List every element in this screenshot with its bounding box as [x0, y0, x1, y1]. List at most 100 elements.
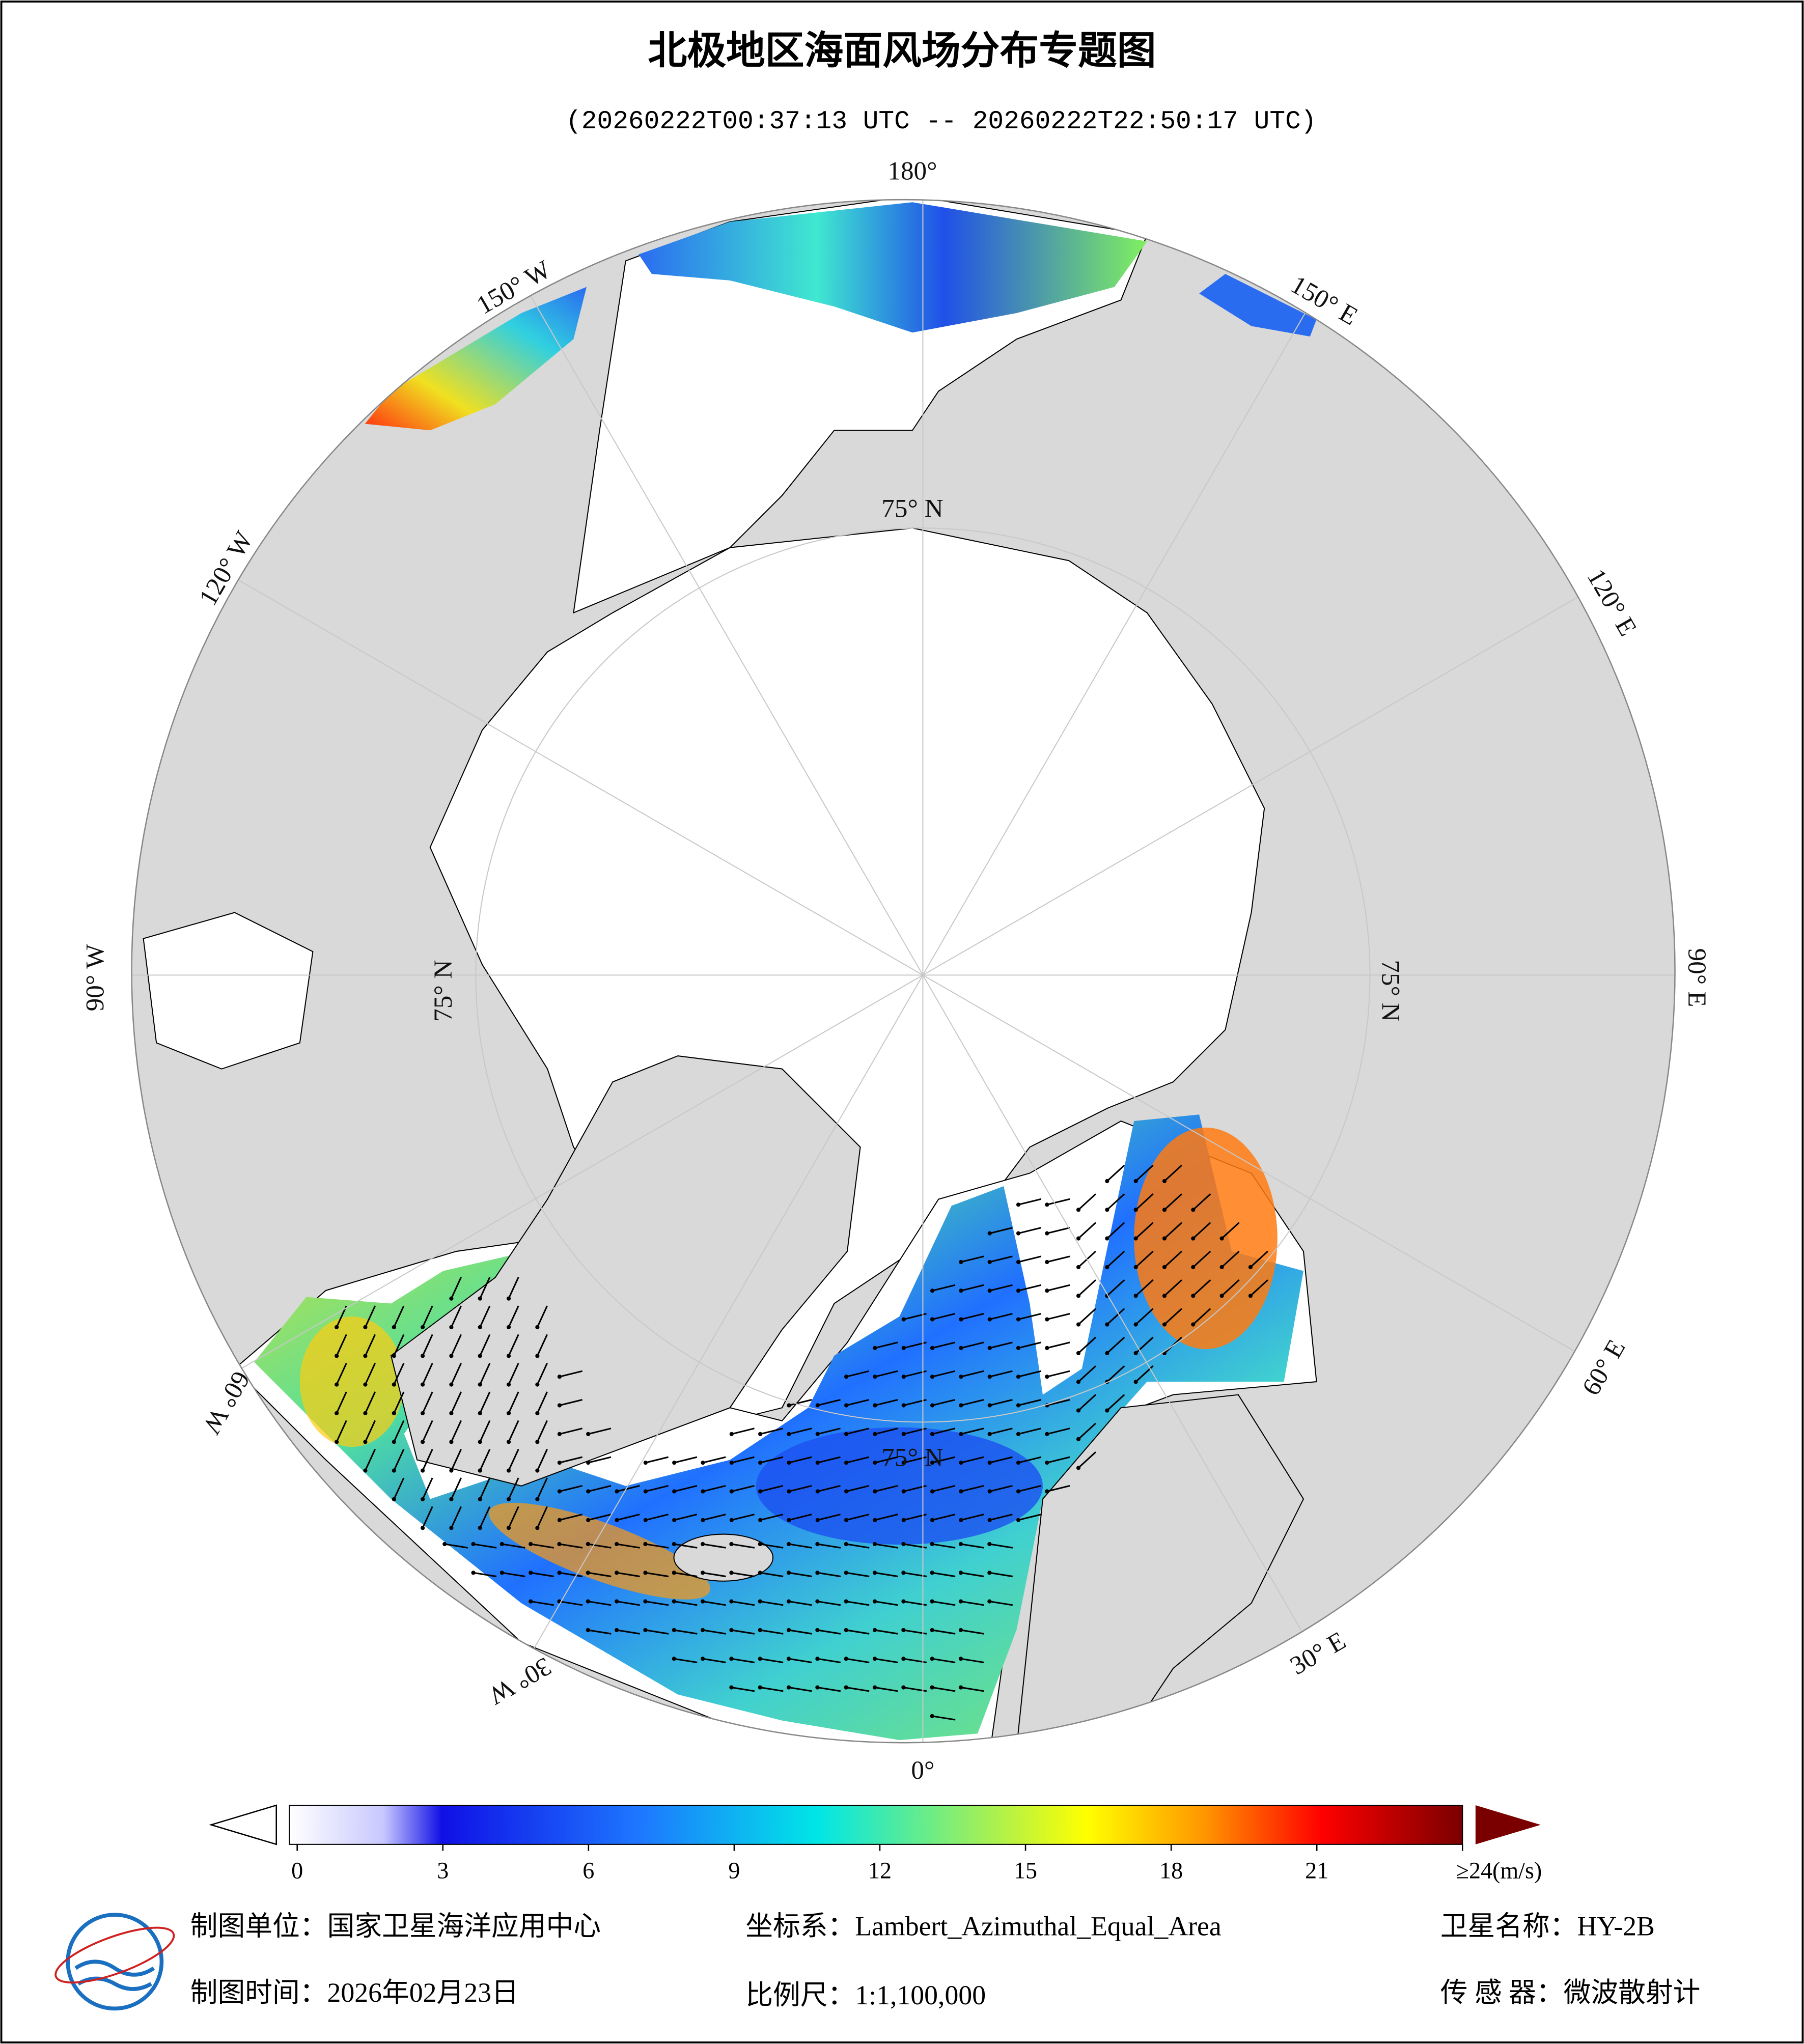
- wind-arrow-head: [1133, 1294, 1138, 1298]
- colorbar-over: [1475, 1805, 1541, 1844]
- wind-arrow: [989, 1284, 1013, 1292]
- wind-arrow-head: [586, 1489, 591, 1494]
- wind-arrow: [875, 1341, 898, 1349]
- wind-arrow-head: [643, 1599, 648, 1604]
- wind-arrow-head: [844, 1628, 848, 1633]
- wind-arrow: [559, 1427, 583, 1435]
- wind-arrow-head: [1133, 1179, 1138, 1184]
- wind-arrows: [335, 1164, 1268, 1721]
- wind-arrow-head: [815, 1657, 820, 1661]
- wind-field: [489, 1502, 710, 1600]
- wind-arrow-head: [987, 1489, 992, 1494]
- wind-arrow-head: [1248, 1265, 1253, 1270]
- wind-arrow-head: [987, 1289, 992, 1293]
- wind-arrow: [846, 1427, 870, 1435]
- wind-arrow-head: [873, 1489, 877, 1494]
- wind-arrow-head: [815, 1489, 820, 1494]
- wind-arrow-head: [586, 1461, 591, 1465]
- footer-satellite: 卫星名称：HY-2B: [1440, 1911, 1655, 1942]
- wind-arrow: [508, 1334, 519, 1356]
- wind-arrow-head: [872, 1599, 877, 1604]
- wind-arrow-head: [930, 1432, 935, 1436]
- wind-arrow-head: [1219, 1265, 1224, 1270]
- wind-arrow: [1106, 1279, 1125, 1297]
- wind-arrow-head: [930, 1317, 935, 1322]
- wind-arrow-head: [1191, 1265, 1196, 1270]
- wind-arrow: [479, 1334, 491, 1356]
- wind-arrow: [393, 1449, 405, 1471]
- wind-arrow-head: [1076, 1351, 1081, 1356]
- wind-arrow-head: [529, 1571, 533, 1575]
- wind-arrow-head: [901, 1317, 906, 1322]
- wind-arrow-head: [901, 1432, 906, 1436]
- wind-arrow-head: [786, 1599, 791, 1604]
- wind-arrow: [645, 1456, 669, 1464]
- wind-arrow-head: [363, 1411, 368, 1416]
- footer-unit: 制图单位：国家卫星海洋应用中心: [190, 1911, 601, 1942]
- wind-arrow: [479, 1363, 491, 1385]
- wind-arrow: [588, 1601, 612, 1606]
- wind-arrow-head: [1105, 1179, 1109, 1184]
- wind-arrow-head: [1162, 1179, 1167, 1184]
- wind-arrow: [960, 1658, 984, 1664]
- wind-arrow-head: [758, 1599, 762, 1604]
- footer-sensor: 传 感 器：微波散射计: [1440, 1977, 1701, 2008]
- wind-arrow-head: [1191, 1294, 1196, 1298]
- wind-arrow-head: [987, 1346, 992, 1350]
- wind-arrow: [645, 1601, 669, 1606]
- wind-arrow-head: [449, 1325, 454, 1330]
- wind-arrow: [874, 1629, 898, 1635]
- wind-arrow: [1106, 1336, 1125, 1354]
- wind-arrow: [989, 1227, 1013, 1235]
- wind-arrow-head: [1045, 1432, 1049, 1436]
- wind-arrow: [1046, 1456, 1070, 1464]
- wind-arrow: [1046, 1227, 1070, 1235]
- map: [131, 200, 1675, 1743]
- wind-arrow-head: [930, 1571, 934, 1575]
- footer-date: 制图时间：2026年02月23日: [190, 1977, 519, 2008]
- wind-arrow-head: [1162, 1294, 1167, 1298]
- wind-arrow-head: [478, 1325, 482, 1330]
- wind-arrow-head: [959, 1489, 963, 1494]
- wind-arrow: [932, 1427, 956, 1435]
- wind-arrow-head: [873, 1403, 877, 1408]
- wind-arrow: [502, 1572, 525, 1578]
- wind-arrow: [536, 1449, 548, 1471]
- wind-arrow: [1077, 1451, 1097, 1469]
- wind-arrow: [1018, 1399, 1042, 1407]
- greenland: [390, 1055, 861, 1487]
- wind-arrow-head: [1105, 1208, 1109, 1212]
- wind-arrow-head: [729, 1518, 734, 1522]
- wind-arrow: [1018, 1284, 1042, 1292]
- wind-arrow-head: [815, 1461, 820, 1465]
- wind-arrow-head: [1133, 1236, 1138, 1241]
- wind-arrow: [703, 1514, 726, 1521]
- wind-arrow-head: [535, 1382, 540, 1387]
- wind-arrow-head: [363, 1382, 368, 1387]
- meridian: [518, 275, 924, 975]
- wind-arrow: [932, 1370, 956, 1378]
- wind-arrow-head: [1133, 1265, 1138, 1270]
- colorbar: 0 3 6 9 12 15 18 21 ≥24(m/s): [209, 1804, 1542, 1884]
- wind-arrow: [789, 1456, 812, 1464]
- wind-arrow: [393, 1420, 405, 1442]
- wind-arrow: [1163, 1279, 1183, 1297]
- wind-arrow-head: [586, 1518, 591, 1522]
- wind-field: [1134, 1127, 1278, 1350]
- wind-arrow-head: [1016, 1289, 1021, 1293]
- wind-arrow: [536, 1420, 548, 1442]
- wind-arrow: [336, 1420, 347, 1442]
- wind-arrow-head: [672, 1571, 676, 1575]
- wind-arrow: [588, 1629, 612, 1635]
- wind-arrow: [1163, 1222, 1183, 1239]
- wind-arrow: [817, 1514, 841, 1521]
- wind-arrow-head: [901, 1461, 906, 1465]
- wind-arrow: [703, 1456, 726, 1464]
- wind-arrow-head: [959, 1289, 963, 1293]
- wind-arrow: [960, 1687, 984, 1692]
- wind-arrow: [1018, 1341, 1042, 1349]
- wind-arrow: [451, 1277, 462, 1299]
- wind-arrow: [846, 1687, 870, 1692]
- wind-arrow: [479, 1506, 491, 1528]
- wind-arrow: [702, 1543, 726, 1549]
